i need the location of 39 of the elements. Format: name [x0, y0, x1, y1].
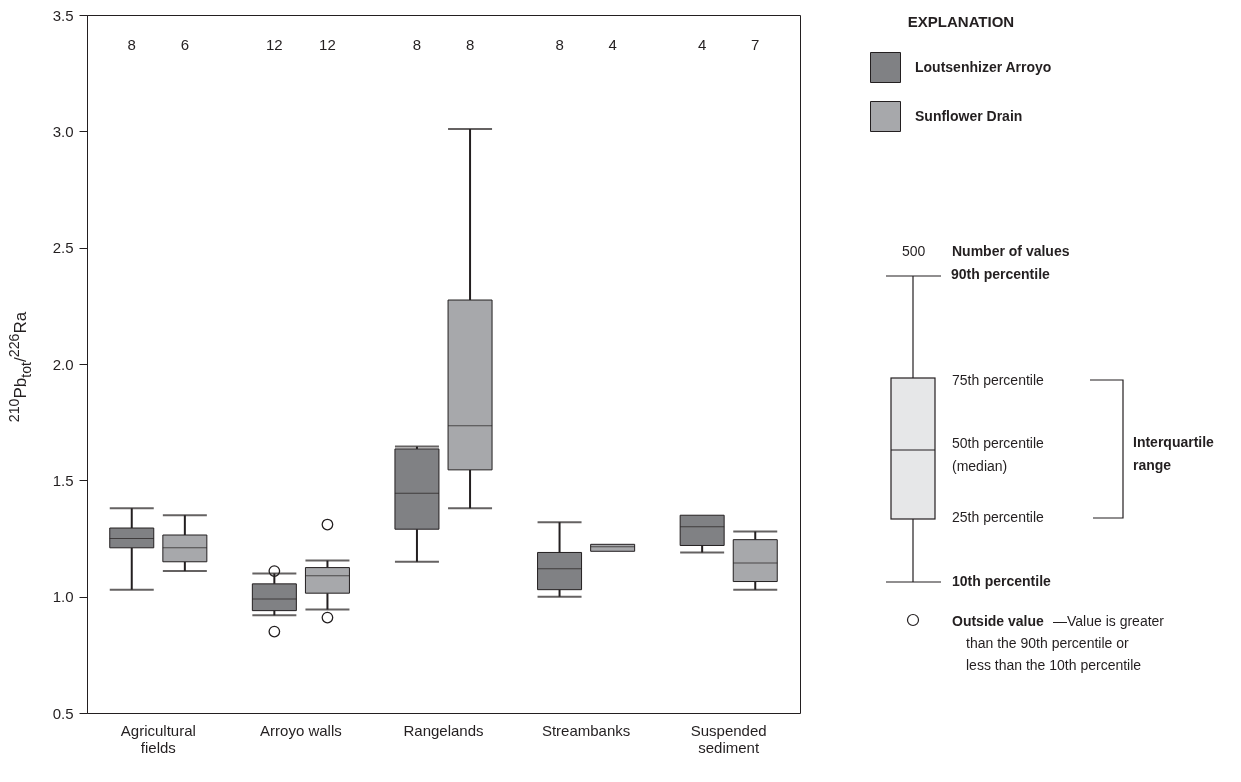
annotation: 8	[465, 36, 475, 53]
text: 50th percentile	[952, 435, 1044, 451]
text: 75th percentile	[952, 372, 1044, 388]
y-tick-label: 1.5	[52, 471, 74, 489]
x-tick-label: Arroyo walls	[260, 721, 342, 739]
annotation: 6	[180, 36, 190, 53]
legend-title: EXPLANATION	[907, 13, 1015, 30]
y-tick-label: 0.5	[52, 704, 74, 722]
text: Outside value	[952, 613, 1044, 629]
legend-label: Loutsenhizer Arroyo	[915, 58, 1052, 75]
text: Interquartile	[1133, 434, 1214, 450]
x-tick-label: Rangelands	[403, 721, 484, 739]
text: range	[1133, 457, 1172, 473]
y-tick-label: 2.5	[52, 239, 74, 257]
text: (median)	[952, 458, 1008, 474]
x-tick-label: Streambanks	[541, 721, 631, 739]
annotation: 12	[319, 36, 336, 53]
y-tick-label: 2.0	[52, 355, 74, 373]
annotation: 7	[751, 36, 760, 53]
text: 500	[902, 243, 926, 259]
x-tick-label: Suspended sediment	[690, 721, 767, 756]
annotation: 8	[412, 36, 422, 53]
legend-label: Sunflower Drain	[915, 107, 1023, 124]
annotation: 8	[127, 36, 136, 53]
y-tick-label: 3.5	[52, 6, 74, 24]
y-tick-label: 1.0	[52, 588, 74, 606]
annotation: 12	[266, 36, 283, 53]
text: 10th percentile	[952, 573, 1051, 589]
annotation: 8	[555, 36, 564, 53]
text: —Value is greater	[1053, 613, 1165, 629]
text: 90th percentile	[951, 266, 1050, 282]
annotation: 4	[608, 36, 617, 53]
text: than the 90th percentile or	[966, 635, 1129, 651]
y-tick-label: 3.0	[52, 122, 74, 140]
annotation: 4	[697, 36, 707, 53]
text: Number of values	[952, 243, 1070, 259]
text: less than the 10th percentile	[966, 657, 1142, 673]
text: 25th percentile	[952, 509, 1044, 525]
x-tick-label: Agricultural fields	[120, 721, 196, 756]
